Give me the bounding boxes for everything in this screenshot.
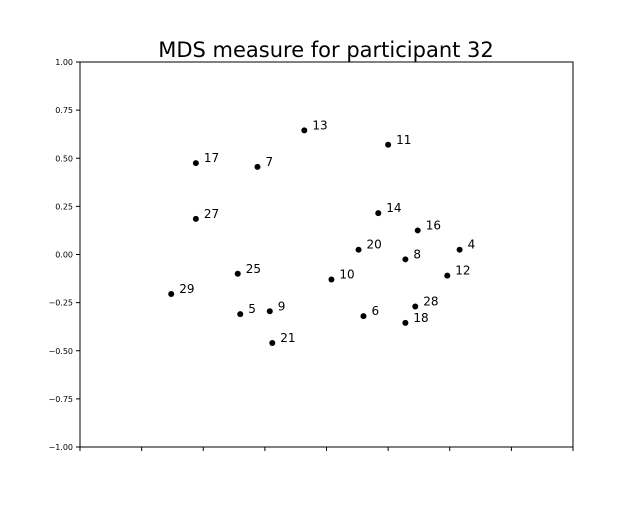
- point-label: 10: [339, 268, 354, 282]
- data-point: [266, 308, 273, 315]
- data-point: [385, 141, 392, 148]
- point-label: 27: [204, 207, 219, 221]
- point-label: 18: [413, 311, 428, 325]
- data-point: [168, 290, 175, 297]
- data-point: [301, 127, 308, 134]
- point-label: 20: [367, 238, 382, 252]
- y-tick-label: 0.50: [55, 154, 73, 163]
- y-tick-label: 0.25: [55, 202, 73, 211]
- data-point: [456, 246, 463, 253]
- data-point: [234, 270, 241, 277]
- point-label: 28: [423, 294, 438, 308]
- point-label: 5: [248, 302, 256, 316]
- data-point: [414, 227, 421, 234]
- data-point: [360, 313, 367, 320]
- data-point: [402, 256, 409, 263]
- data-point: [375, 210, 382, 217]
- point-label: 12: [455, 264, 470, 278]
- data-point: [444, 272, 451, 279]
- point-label: 4: [468, 238, 476, 252]
- data-point: [269, 340, 276, 347]
- point-label: 17: [204, 151, 219, 165]
- point-label: 7: [265, 155, 273, 169]
- point-label: 13: [312, 118, 327, 132]
- data-point: [254, 163, 261, 170]
- data-point: [328, 276, 335, 283]
- point-label: 6: [371, 304, 379, 318]
- x-axis: [79, 447, 574, 451]
- point-label: 16: [426, 218, 441, 232]
- point-label: 8: [413, 247, 421, 261]
- data-point: [402, 319, 409, 326]
- y-axis: 1.00 0.75 0.50 0.25 0.00 −0.25 −0.50 −0.75 −1.00: [48, 58, 80, 452]
- y-tick-label: −1.00: [48, 443, 73, 452]
- point-label: 14: [386, 201, 401, 215]
- data-point: [237, 311, 244, 318]
- y-tick-label: 1.00: [55, 58, 73, 67]
- point-label: 25: [246, 262, 261, 276]
- data-points: 13 11 17 7 14 27 16 20 4 8 25 12 10 29 28 9 5 6 18 21: [168, 118, 476, 347]
- y-tick-label: −0.50: [48, 347, 73, 356]
- y-tick-label: 0.75: [55, 106, 73, 115]
- y-tick-label: −0.25: [48, 299, 73, 308]
- data-point: [412, 303, 419, 310]
- chart-title: MDS measure for participant 32: [158, 38, 494, 62]
- data-point: [355, 246, 362, 253]
- y-tick-label: 0.00: [55, 251, 73, 260]
- point-label: 11: [396, 133, 411, 147]
- data-point: [192, 215, 199, 222]
- y-tick-label: −0.75: [48, 395, 73, 404]
- point-label: 29: [179, 282, 194, 296]
- data-point: [192, 160, 199, 167]
- point-label: 21: [280, 331, 295, 345]
- point-label: 9: [278, 299, 286, 313]
